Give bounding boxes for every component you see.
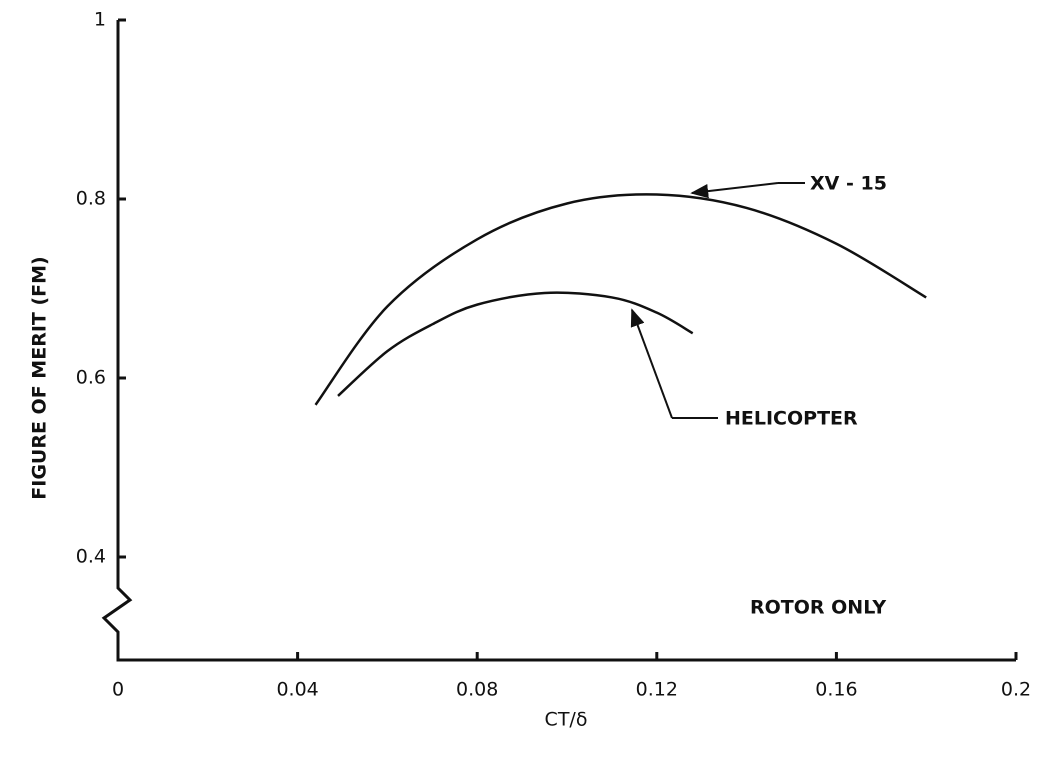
x-tick-label: 0.2 (1001, 679, 1031, 701)
y-tick-label: 0.6 (76, 367, 106, 389)
y-tick-label: 0.8 (76, 188, 106, 210)
x-tick-label: 0.04 (276, 679, 318, 701)
line (337, 291, 694, 397)
arrow (630, 308, 673, 419)
x-tick-label: 0 (112, 679, 124, 701)
annotation: ROTOR ONLY (750, 597, 886, 619)
x-tick-label: 0.08 (456, 679, 498, 701)
arrow (690, 182, 779, 199)
y-tick-label: 1 (94, 9, 106, 31)
series-label: XV - 15 (810, 173, 887, 195)
x-tick-label: 0.12 (636, 679, 678, 701)
series-label: HELICOPTER (725, 408, 858, 430)
x-tick-label: 0.16 (815, 679, 857, 701)
line (314, 193, 927, 406)
y-axis-label: FIGURE OF MERIT (FM) (29, 256, 51, 499)
axes (101, 20, 1016, 662)
x-axis-label: CT/δ (545, 709, 588, 731)
y-tick-label: 0.4 (76, 546, 106, 568)
